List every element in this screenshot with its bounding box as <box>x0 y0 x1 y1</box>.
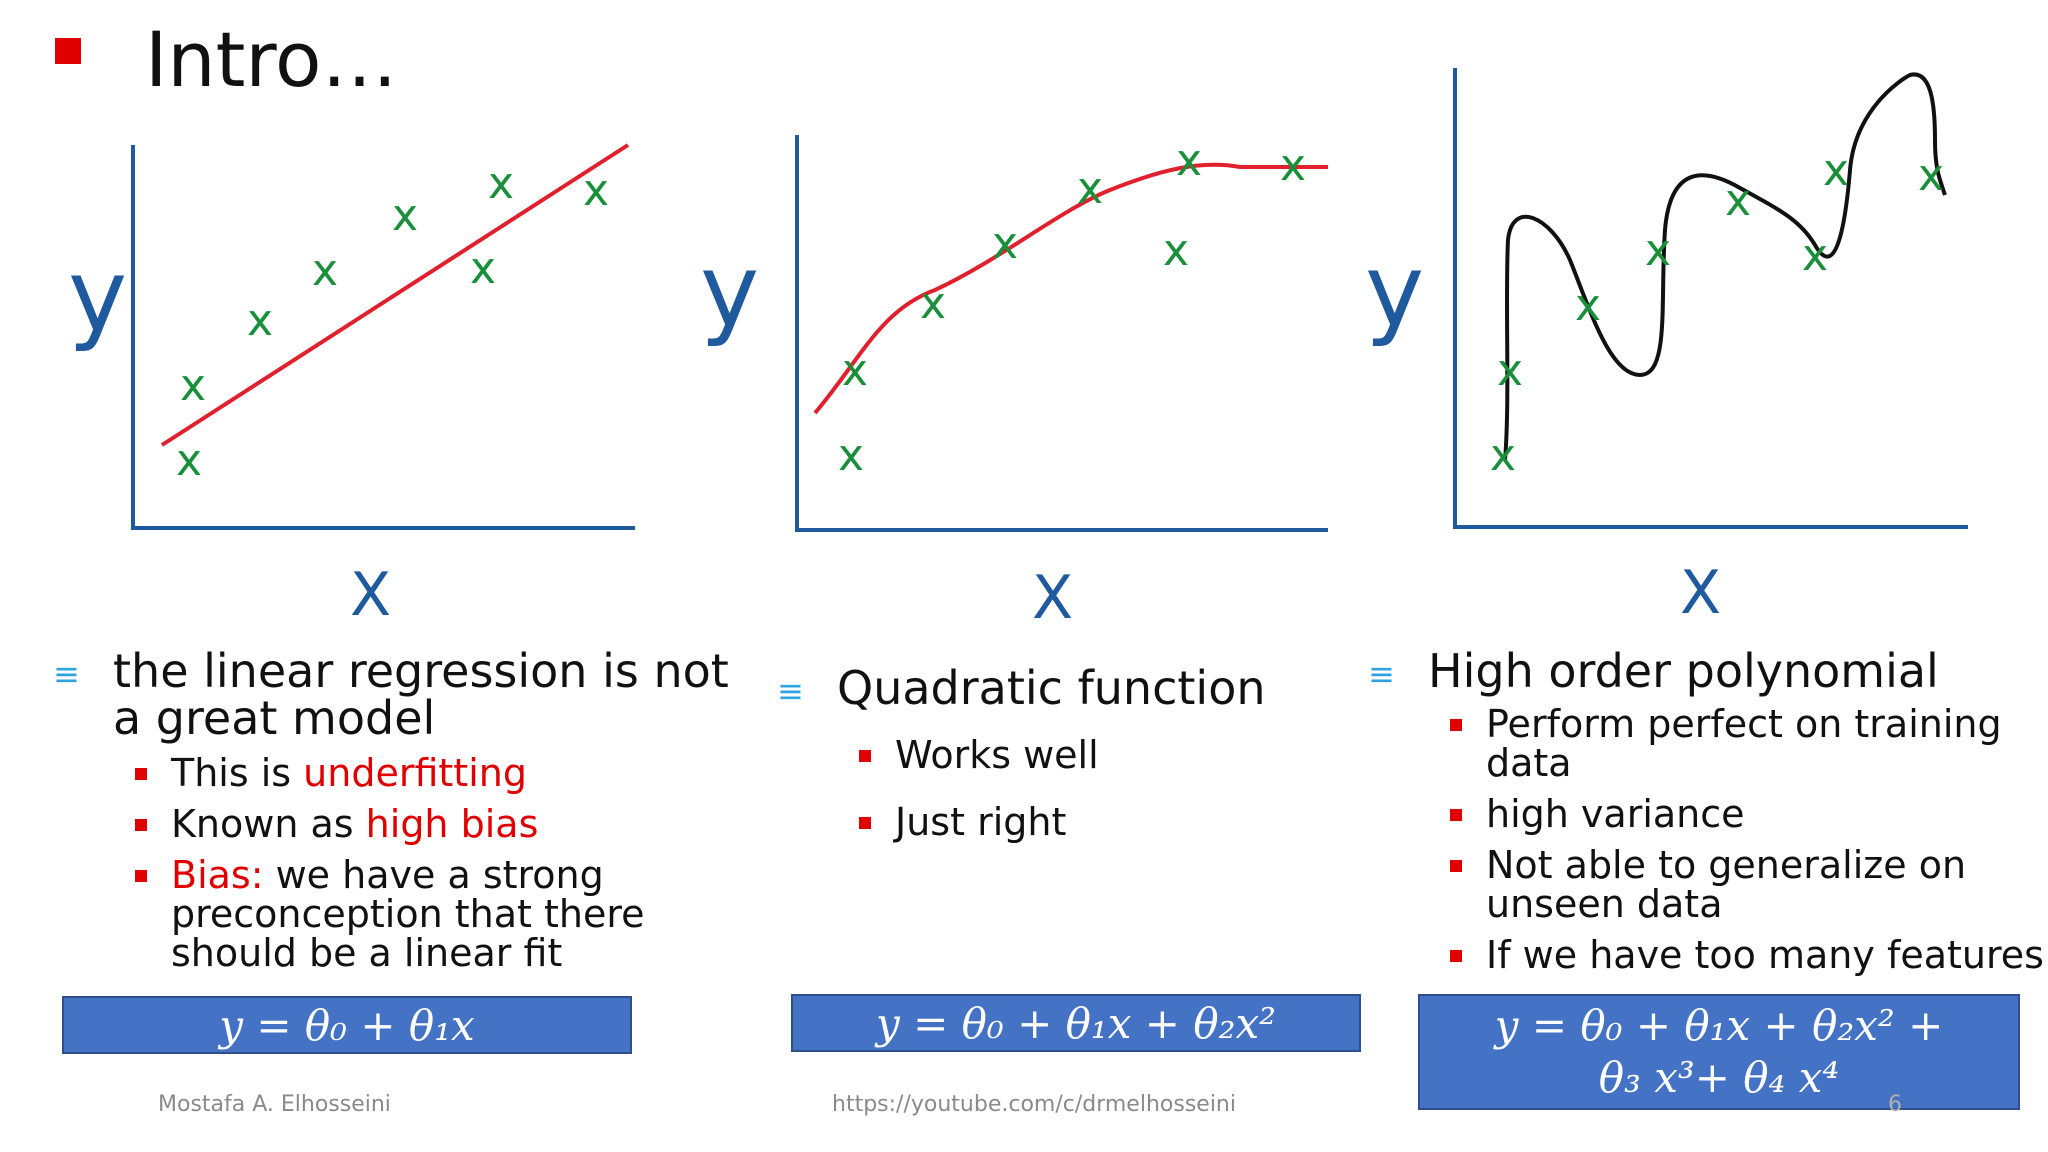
plot-linear-y-label: y <box>68 237 127 354</box>
footer-url[interactable]: https://youtube.com/c/drmelhosseini <box>832 1092 1236 1117</box>
column-quadratic-text: ≡ Quadratic function Works well Just rig… <box>777 661 1317 842</box>
plot-polynomial-fit-curve <box>1503 72 1947 461</box>
list-item: Works well <box>859 736 1317 775</box>
plot-linear: y X x x x x x x x x <box>68 143 635 630</box>
column-linear-heading: ≡ the linear regression is not a great m… <box>53 644 733 745</box>
column-linear-text: ≡ the linear regression is not a great m… <box>53 644 733 973</box>
list-item: This is underfitting <box>135 754 733 793</box>
heading-line: a great model <box>113 691 436 745</box>
square-bullet-icon <box>1450 950 1462 962</box>
square-bullet-icon <box>135 870 147 882</box>
plot-linear-point: x <box>470 243 496 294</box>
equation-quadratic: y = θ₀ + θ₁x + θ₂x² <box>791 994 1361 1052</box>
plot-linear-point: x <box>312 245 338 296</box>
list-marker-icon: ≡ <box>53 655 80 693</box>
plot-linear-point: x <box>176 435 202 486</box>
plot-quadratic-y-label: y <box>700 232 759 349</box>
footer-page-number: 6 <box>1888 1092 1902 1117</box>
plot-quadratic-point: x <box>1077 163 1103 214</box>
plot-quadratic: y X x x x x x x x x <box>700 135 1328 633</box>
footer-author: Mostafa A. Elhosseini <box>158 1092 391 1117</box>
plot-linear-x-label: X <box>350 560 391 630</box>
list-item: Not able to generalize on unseen data <box>1450 846 2048 924</box>
square-bullet-icon <box>1450 809 1462 821</box>
plot-quadratic-x-label: X <box>1032 563 1073 633</box>
plot-polynomial: y X x x x x x x x x <box>1365 68 1968 628</box>
plot-polynomial-point: x <box>1725 175 1751 226</box>
list-marker-icon: ≡ <box>777 672 804 710</box>
plot-quadratic-point: x <box>842 345 868 396</box>
plot-quadratic-fit-curve <box>813 162 1328 415</box>
plot-linear-point: x <box>488 158 514 209</box>
plot-quadratic-axes <box>795 135 1328 532</box>
title-bullet <box>55 38 81 64</box>
square-bullet-icon <box>859 750 871 762</box>
equation-polynomial: y = θ₀ + θ₁x + θ₂x² + θ₃ x³+ θ₄ x⁴ <box>1418 994 2020 1110</box>
plot-quadratic-point: x <box>1176 135 1202 186</box>
column-polynomial-text: ≡ High order polynomial Perform perfect … <box>1368 644 2048 975</box>
plot-linear-point: x <box>180 360 206 411</box>
square-bullet-icon <box>1450 860 1462 872</box>
list-item: Perform perfect on training data <box>1450 705 2048 783</box>
plot-polynomial-point: x <box>1645 225 1671 276</box>
list-item: Just right <box>859 803 1317 842</box>
plot-linear-point: x <box>583 165 609 216</box>
list-item: If we have too many features <box>1450 936 2048 975</box>
column-quadratic-heading: ≡ Quadratic function <box>777 661 1317 715</box>
slide-title: Intro… <box>145 15 398 104</box>
square-bullet-icon <box>859 817 871 829</box>
plot-quadratic-point: x <box>1163 225 1189 276</box>
plot-polynomial-point: x <box>1918 150 1944 201</box>
plot-polynomial-axes <box>1453 68 1968 529</box>
list-item: Known as high bias <box>135 805 733 844</box>
heading-line: Quadratic function <box>837 661 1266 715</box>
plot-linear-point: x <box>392 190 418 241</box>
plot-linear-point: x <box>247 295 273 346</box>
plot-polynomial-point: x <box>1823 145 1849 196</box>
list-item: high variance <box>1450 795 2048 834</box>
square-bullet-icon <box>135 819 147 831</box>
column-polynomial-heading: ≡ High order polynomial <box>1368 644 2048 698</box>
heading-line: the linear regression is not <box>113 644 729 698</box>
plot-polynomial-x-label: X <box>1680 558 1721 628</box>
heading-line: High order polynomial <box>1428 644 1939 698</box>
plot-polynomial-point: x <box>1490 430 1516 481</box>
plot-quadratic-point: x <box>838 430 864 481</box>
plot-polynomial-point: x <box>1497 345 1523 396</box>
plot-polynomial-point: x <box>1802 230 1828 281</box>
plot-quadratic-point: x <box>992 218 1018 269</box>
plot-quadratic-point: x <box>1280 140 1306 191</box>
plot-polynomial-y-label: y <box>1365 232 1424 349</box>
plot-linear-fit-line <box>160 143 630 447</box>
equation-linear: y = θ₀ + θ₁x <box>62 996 632 1054</box>
square-bullet-icon <box>135 768 147 780</box>
list-marker-icon: ≡ <box>1368 655 1395 693</box>
square-bullet-icon <box>1450 719 1462 731</box>
plot-quadratic-point: x <box>920 278 946 329</box>
plot-linear-axes <box>131 145 635 530</box>
plot-polynomial-point: x <box>1575 280 1601 331</box>
list-item: Bias: we have a strong preconception tha… <box>135 856 733 973</box>
